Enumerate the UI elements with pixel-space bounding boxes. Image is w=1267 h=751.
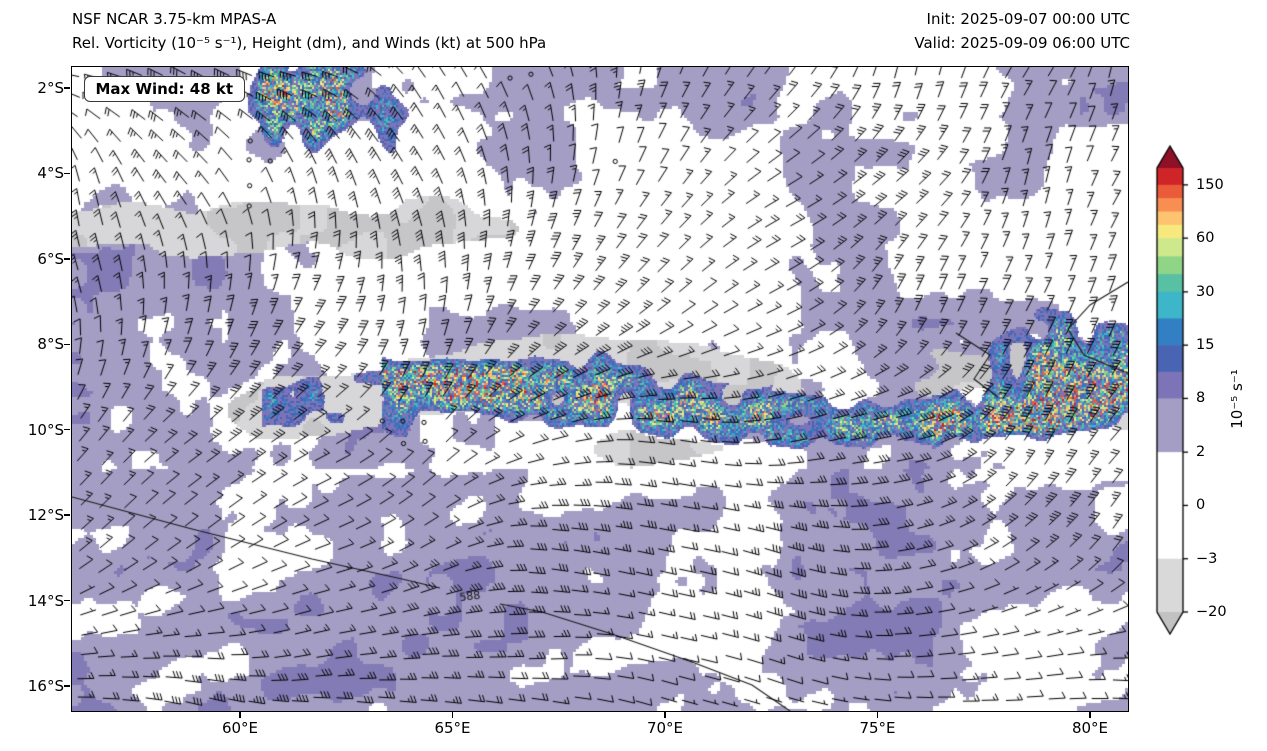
colorbar-unit-label: 10⁻⁵ s⁻¹ xyxy=(1228,369,1246,429)
cbar-tick-2: 2 xyxy=(1196,444,1206,460)
cbar-tick-60: 60 xyxy=(1196,230,1215,246)
y-tick-14S: 14°S xyxy=(27,592,64,610)
cbar-tick-15: 15 xyxy=(1196,337,1215,353)
run-times: Init: 2025-09-07 00:00 UTC Valid: 2025-0… xyxy=(914,7,1130,55)
figure-titles: NSF NCAR 3.75-km MPAS-A Rel. Vorticity (… xyxy=(72,7,546,55)
y-tick-4S: 4°S xyxy=(37,164,64,182)
x-axis-tick xyxy=(876,712,879,718)
x-axis-tick xyxy=(451,712,454,718)
x-tick-65E: 65°E xyxy=(434,719,471,737)
vorticity-map-canvas xyxy=(71,66,1128,711)
x-axis-tick xyxy=(239,712,241,718)
map-plot-area: Max Wind: 48 kt xyxy=(70,65,1129,712)
cbar-tick-8: 8 xyxy=(1196,390,1206,406)
y-tick-8S: 8°S xyxy=(37,335,64,353)
x-tick-70E: 70°E xyxy=(646,719,684,737)
y-tick-2S: 2°S xyxy=(37,79,64,97)
cbar-tick-0: 0 xyxy=(1196,497,1206,513)
valid-time-label: Valid: 2025-09-09 06:00 UTC xyxy=(914,34,1130,52)
product-title: Rel. Vorticity (10⁻⁵ s⁻¹), Height (dm), … xyxy=(72,34,547,52)
x-tick-80E: 80°E xyxy=(1071,719,1109,737)
colorbar xyxy=(1151,143,1191,639)
init-time-label: Init: 2025-09-07 00:00 UTC xyxy=(926,10,1130,28)
y-axis-tick xyxy=(64,685,70,687)
y-axis-tick xyxy=(64,514,70,516)
cbar-tick-30: 30 xyxy=(1196,284,1215,300)
y-tick-16S: 16°S xyxy=(27,677,64,695)
y-axis-tick xyxy=(64,599,70,602)
y-axis-tick xyxy=(64,258,70,260)
y-tick-6S: 6°S xyxy=(37,250,64,268)
y-tick-12S: 12°S xyxy=(27,506,64,524)
cbar-tick-m3: −3 xyxy=(1196,551,1218,567)
y-axis-tick xyxy=(64,343,70,346)
y-axis-tick xyxy=(64,428,70,431)
y-axis-tick xyxy=(64,87,70,89)
max-wind-badge: Max Wind: 48 kt xyxy=(83,75,246,102)
y-tick-10S: 10°S xyxy=(27,421,64,439)
x-tick-60E: 60°E xyxy=(221,719,259,737)
cbar-tick-150: 150 xyxy=(1196,177,1224,193)
x-axis-tick xyxy=(664,712,666,718)
model-title: NSF NCAR 3.75-km MPAS-A xyxy=(72,10,277,28)
x-tick-75E: 75°E xyxy=(859,719,896,737)
x-axis-tick xyxy=(1089,712,1091,718)
y-axis-tick xyxy=(64,172,70,175)
cbar-tick-m20: −20 xyxy=(1196,604,1227,620)
